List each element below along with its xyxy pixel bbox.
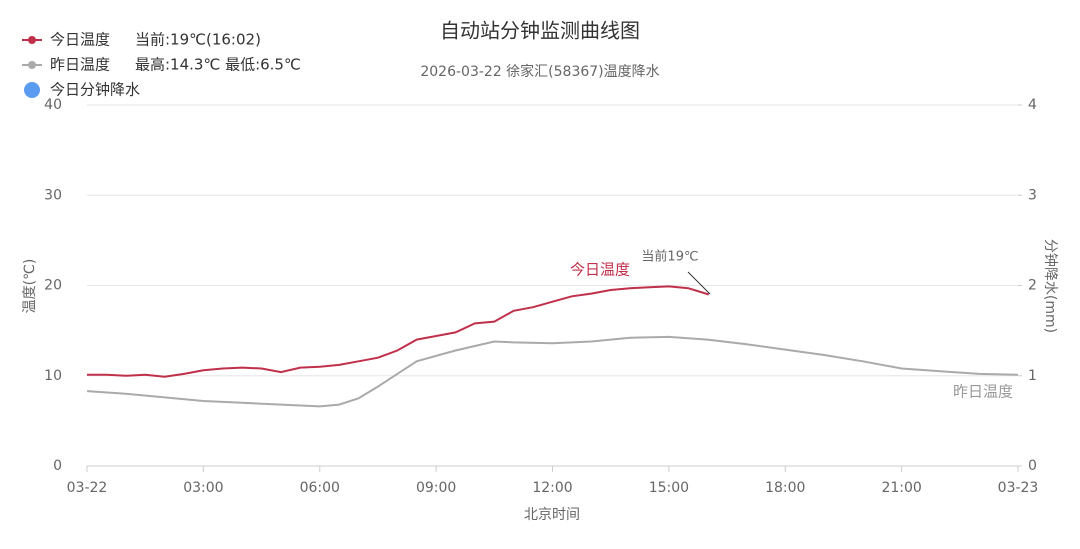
legend-label: 昨日温度: [50, 56, 110, 74]
x-axis-label: 北京时间: [524, 507, 580, 523]
y2-tick-label: 4: [1028, 97, 1037, 113]
legend-label: 今日温度: [50, 31, 110, 49]
x-tick-label: 15:00: [649, 480, 689, 496]
y2-tick-label: 2: [1028, 278, 1037, 294]
annotation: 昨日温度: [953, 383, 1013, 401]
y2-axis-label: 分钟降水(mm): [1042, 239, 1059, 333]
legend-label: 今日分钟降水: [50, 81, 140, 99]
legend-dot: [24, 82, 40, 98]
legend-note: 最高:14.3℃ 最低:6.5℃: [135, 56, 301, 74]
x-tick-label: 12:00: [532, 480, 572, 496]
y2-tick-label: 1: [1028, 368, 1037, 384]
x-tick-label: 03-23: [998, 480, 1039, 496]
x-tick-label: 06:00: [300, 480, 340, 496]
legend-note: 当前:19℃(16:02): [135, 31, 261, 49]
x-tick-label: 03-22: [67, 480, 108, 496]
y2-tick-label: 0: [1028, 458, 1037, 474]
chart-subtitle: 2026-03-22 徐家汇(58367)温度降水: [420, 63, 659, 80]
legend-dot: [28, 61, 36, 69]
annotation: 今日温度: [570, 261, 630, 279]
y2-tick-label: 3: [1028, 187, 1037, 203]
series-line: [86, 335, 1019, 408]
x-tick-label: 03:00: [183, 480, 223, 496]
series-line: [87, 285, 710, 378]
x-tick-label: 09:00: [416, 480, 456, 496]
annotation-pointer: [687, 271, 711, 295]
y-tick-label: 40: [44, 97, 62, 113]
y-tick-label: 20: [44, 278, 62, 294]
y-axis-label: 温度(℃): [22, 259, 38, 314]
y-tick-label: 0: [53, 458, 62, 474]
x-tick-label: 18:00: [765, 480, 805, 496]
annotation: 当前19℃: [641, 249, 698, 265]
legend-dot: [28, 36, 36, 44]
chart-title: 自动站分钟监测曲线图: [440, 19, 640, 43]
y-tick-label: 10: [44, 368, 62, 384]
y-tick-label: 30: [44, 187, 62, 203]
x-tick-label: 21:00: [881, 480, 921, 496]
